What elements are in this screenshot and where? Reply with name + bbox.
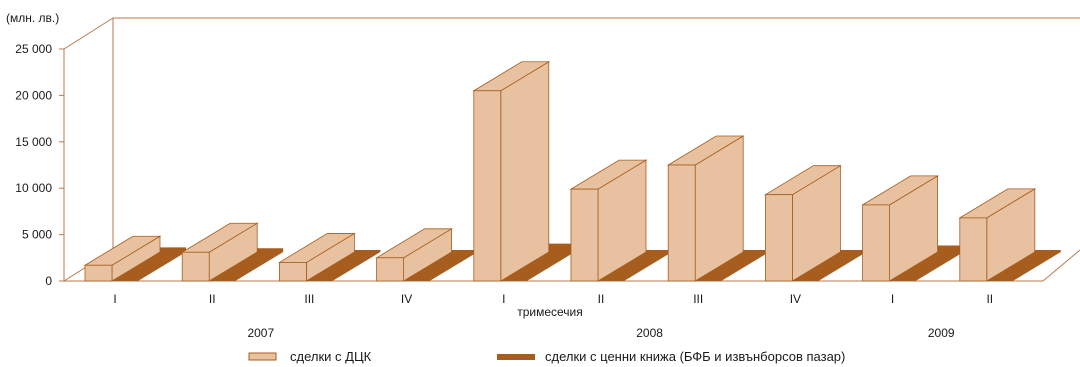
bar-securities [598,250,672,281]
x-tick-label: IV [401,292,412,306]
bars [83,61,1061,282]
y-tick-label: 15 000 [15,135,52,149]
bar-dck [666,135,745,282]
axis-floor-depth-right [1042,249,1080,282]
y-tick-label: 25 000 [15,42,52,56]
x-tick-label: III [693,292,703,306]
bar-securities [112,247,186,281]
bar-dck [569,159,648,282]
x-group-label: 2009 [928,326,955,340]
x-tick-label: II [598,292,605,306]
bar-dck [180,222,259,282]
x-tick-label: I [113,292,116,306]
y-unit-label: (млн. лв.) [6,11,59,25]
bar-securities [209,248,284,281]
y-tick-label: 20 000 [15,88,52,102]
bar-securities [403,250,478,281]
legend-label-securities: сделки с ценни книжа (БФБ и извънборсов … [545,349,845,364]
axis-y-link [63,17,114,50]
y-tick-label: 0 [45,274,52,288]
x-tick-label: II [986,292,993,306]
bar-securities [500,243,575,281]
legend: сделки с ДЦК сделки с ценни книжа (БФБ и… [248,349,845,364]
bar-dck [763,164,842,282]
legend-swatch-securities [497,354,535,360]
x-axis-title: тримесечия [517,305,583,319]
x-tick-label: II [209,292,216,306]
legend-swatch-dck [248,352,277,361]
bar-dck [958,188,1037,282]
y-axis-ticks: 0 5 000 10 000 15 000 20 000 25 000 [15,42,64,288]
bar-dck [861,175,940,282]
x-group-label: 2007 [247,326,274,340]
x-tick-label: I [891,292,894,306]
bar-securities [306,250,381,281]
x-tick-label: IV [790,292,801,306]
bar-dck [472,61,551,282]
bar-dck [83,235,162,282]
y-tick-label: 10 000 [15,181,52,195]
bar-dck [277,232,356,282]
bar-securities [889,245,964,281]
y-tick-label: 5 000 [22,228,52,242]
legend-label-dck: сделки с ДЦК [290,349,372,364]
bar-securities [986,250,1061,281]
x-tick-label: I [502,292,505,306]
bar-securities [695,250,770,281]
bar-securities [792,250,867,281]
x-group-label: 2008 [636,326,663,340]
x-tick-label: III [304,292,314,306]
bar-dck [375,228,454,282]
